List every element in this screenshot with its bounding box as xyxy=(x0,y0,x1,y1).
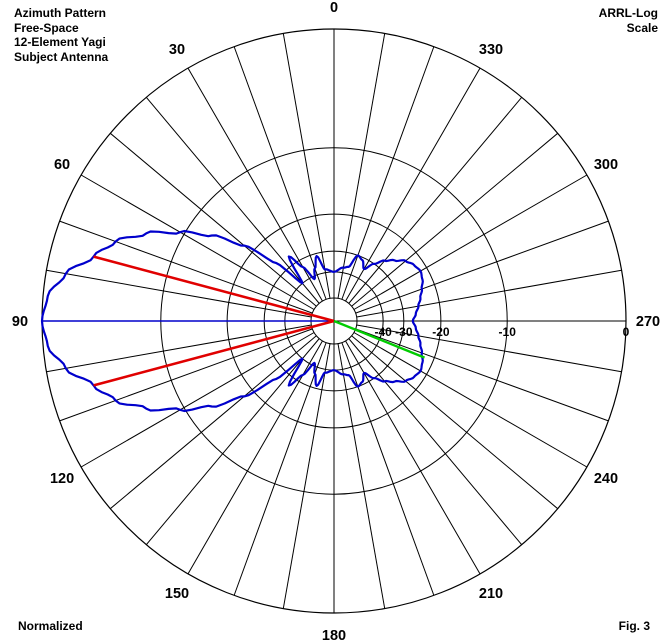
radial-labels: 0 -10 -20 -30-40 xyxy=(374,325,629,339)
normalized-label: Normalized xyxy=(18,619,83,633)
spoke-line xyxy=(46,324,312,373)
angle-label-120: 120 xyxy=(50,471,74,487)
spoke-line xyxy=(355,220,609,314)
figure-label: Fig. 3 xyxy=(618,619,650,633)
scale-line-1: ARRL-Log xyxy=(598,6,658,20)
spoke-line xyxy=(337,343,386,609)
radial-tick-label: 0 xyxy=(623,325,630,339)
title-line-4: Subject Antenna xyxy=(14,49,109,64)
spoke-line xyxy=(46,269,312,318)
title-line-1: Azimuth Pattern xyxy=(14,6,107,20)
angle-label-30: 30 xyxy=(169,42,185,58)
axis-lines xyxy=(333,29,626,613)
angle-label-300: 300 xyxy=(594,157,618,173)
scale-block: ARRL-Log Scale xyxy=(599,6,658,35)
pattern-layer xyxy=(40,229,424,413)
front-to-back-line xyxy=(333,319,425,359)
spoke-line xyxy=(355,328,609,422)
radial-tick-label: -20 xyxy=(432,325,450,339)
angle-label-150: 150 xyxy=(165,586,189,602)
spoke-line xyxy=(337,33,386,299)
angle-label-330: 330 xyxy=(479,42,503,58)
spoke-line xyxy=(109,132,317,307)
angle-labels: 0 30 60 90 120 150 180 210 240 270 300 330 xyxy=(12,0,660,644)
title-line-2: Free-Space xyxy=(14,20,79,35)
spoke-line xyxy=(187,340,323,575)
scale-line-2: Scale xyxy=(626,20,658,35)
title-line-3: 12-Element Yagi xyxy=(14,35,106,49)
spoke-line xyxy=(351,132,559,307)
spoke-line xyxy=(145,338,320,546)
spoke-line xyxy=(345,340,481,575)
spoke-line xyxy=(353,174,588,310)
spoke-line xyxy=(282,343,331,609)
spoke-line xyxy=(341,342,435,596)
spoke-line xyxy=(233,342,327,596)
angle-label-240: 240 xyxy=(594,471,618,487)
spoke-line xyxy=(233,46,327,300)
spoke-line xyxy=(348,96,523,304)
spoke-line xyxy=(282,33,331,299)
spoke-line xyxy=(109,335,317,510)
grid-spokes xyxy=(46,33,622,609)
spoke-line xyxy=(348,338,523,546)
angle-label-270: 270 xyxy=(636,314,660,330)
radial-tick-label: -40 xyxy=(374,325,392,339)
spoke-line xyxy=(351,335,559,510)
angle-label-210: 210 xyxy=(479,586,503,602)
spoke-line xyxy=(353,332,588,468)
angle-label-60: 60 xyxy=(54,157,70,173)
half-power-line xyxy=(93,319,335,387)
spoke-line xyxy=(59,220,313,314)
spoke-line xyxy=(345,67,481,302)
spoke-line xyxy=(341,46,435,300)
spoke-line xyxy=(145,96,320,304)
angle-label-0: 0 xyxy=(330,0,338,16)
spoke-line xyxy=(356,269,622,318)
spoke-line xyxy=(356,324,622,373)
radial-tick-label: -30 xyxy=(395,325,413,339)
marker-lines xyxy=(42,255,425,387)
pattern-curve xyxy=(40,229,424,413)
spoke-line xyxy=(80,332,315,468)
angle-label-180: 180 xyxy=(322,628,346,644)
title-block: Azimuth Pattern Free-Space 12-Element Ya… xyxy=(14,6,108,64)
spoke-line xyxy=(80,174,315,310)
angle-label-90: 90 xyxy=(12,314,28,330)
spoke-line xyxy=(59,328,313,422)
half-power-line xyxy=(93,255,335,323)
spoke-line xyxy=(187,67,323,302)
radial-tick-label: -10 xyxy=(499,325,517,339)
